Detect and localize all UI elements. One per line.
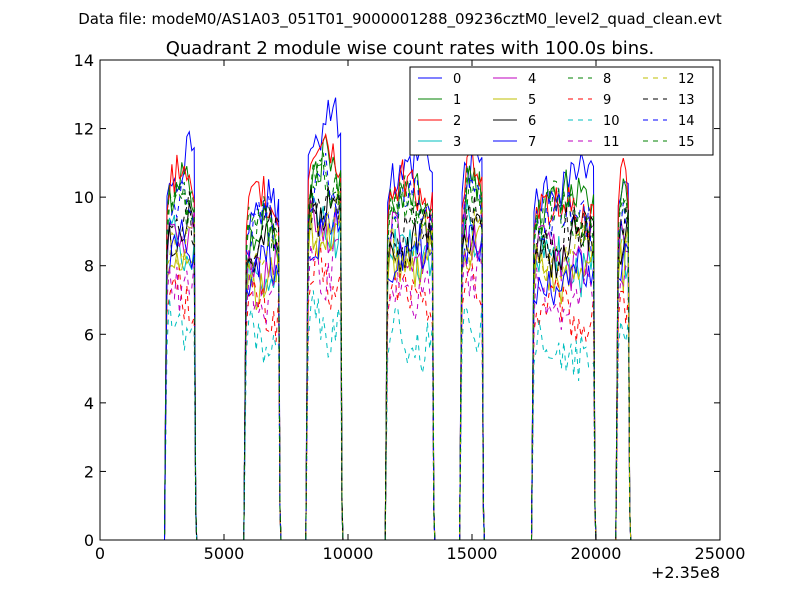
y-tick-label: 4	[84, 394, 94, 413]
chart-title: Quadrant 2 module wise count rates with …	[166, 38, 655, 59]
legend-label-7: 7	[528, 135, 536, 150]
legend-label-15: 15	[678, 135, 695, 150]
legend-label-9: 9	[603, 93, 611, 108]
legend-label-1: 1	[453, 93, 461, 108]
series-line-2	[100, 132, 632, 540]
y-tick-label: 14	[74, 51, 94, 70]
series-line-12	[100, 191, 632, 540]
supertitle: Data file: modeM0/AS1A03_051T01_90000012…	[78, 10, 722, 29]
legend-label-4: 4	[528, 72, 536, 87]
legend-label-2: 2	[453, 114, 461, 129]
legend-label-0: 0	[453, 72, 461, 87]
legend-label-8: 8	[603, 72, 611, 87]
legend-label-3: 3	[453, 135, 461, 150]
legend-label-10: 10	[603, 114, 620, 129]
series-line-10	[100, 290, 632, 540]
series-line-11	[100, 237, 632, 540]
plot-frame	[99, 59, 721, 541]
series-line-8	[100, 160, 632, 540]
series-line-7	[100, 205, 632, 540]
legend-label-14: 14	[678, 114, 695, 129]
x-tick-label: 15000	[447, 544, 498, 563]
x-offset-label: +2.35e8	[651, 563, 720, 582]
y-tick-label: 12	[74, 120, 94, 139]
x-tick-label: 20000	[571, 544, 622, 563]
y-tick-label: 2	[84, 462, 94, 481]
x-tick-label: 10000	[323, 544, 374, 563]
y-tick-label: 8	[84, 257, 94, 276]
x-tick-label: 0	[95, 544, 105, 563]
x-tick-label: 5000	[204, 544, 245, 563]
legend-label-5: 5	[528, 93, 536, 108]
legend-label-6: 6	[528, 114, 536, 129]
x-tick-label: 25000	[695, 544, 746, 563]
legend-label-13: 13	[678, 93, 695, 108]
series-layer	[100, 97, 632, 540]
y-tick-label: 10	[74, 188, 94, 207]
series-line-15	[100, 152, 632, 540]
y-tick-label: 6	[84, 325, 94, 344]
y-tick-label: 0	[84, 531, 94, 550]
legend-label-12: 12	[678, 72, 695, 87]
legend-label-11: 11	[603, 135, 620, 150]
legend-frame	[409, 66, 714, 156]
